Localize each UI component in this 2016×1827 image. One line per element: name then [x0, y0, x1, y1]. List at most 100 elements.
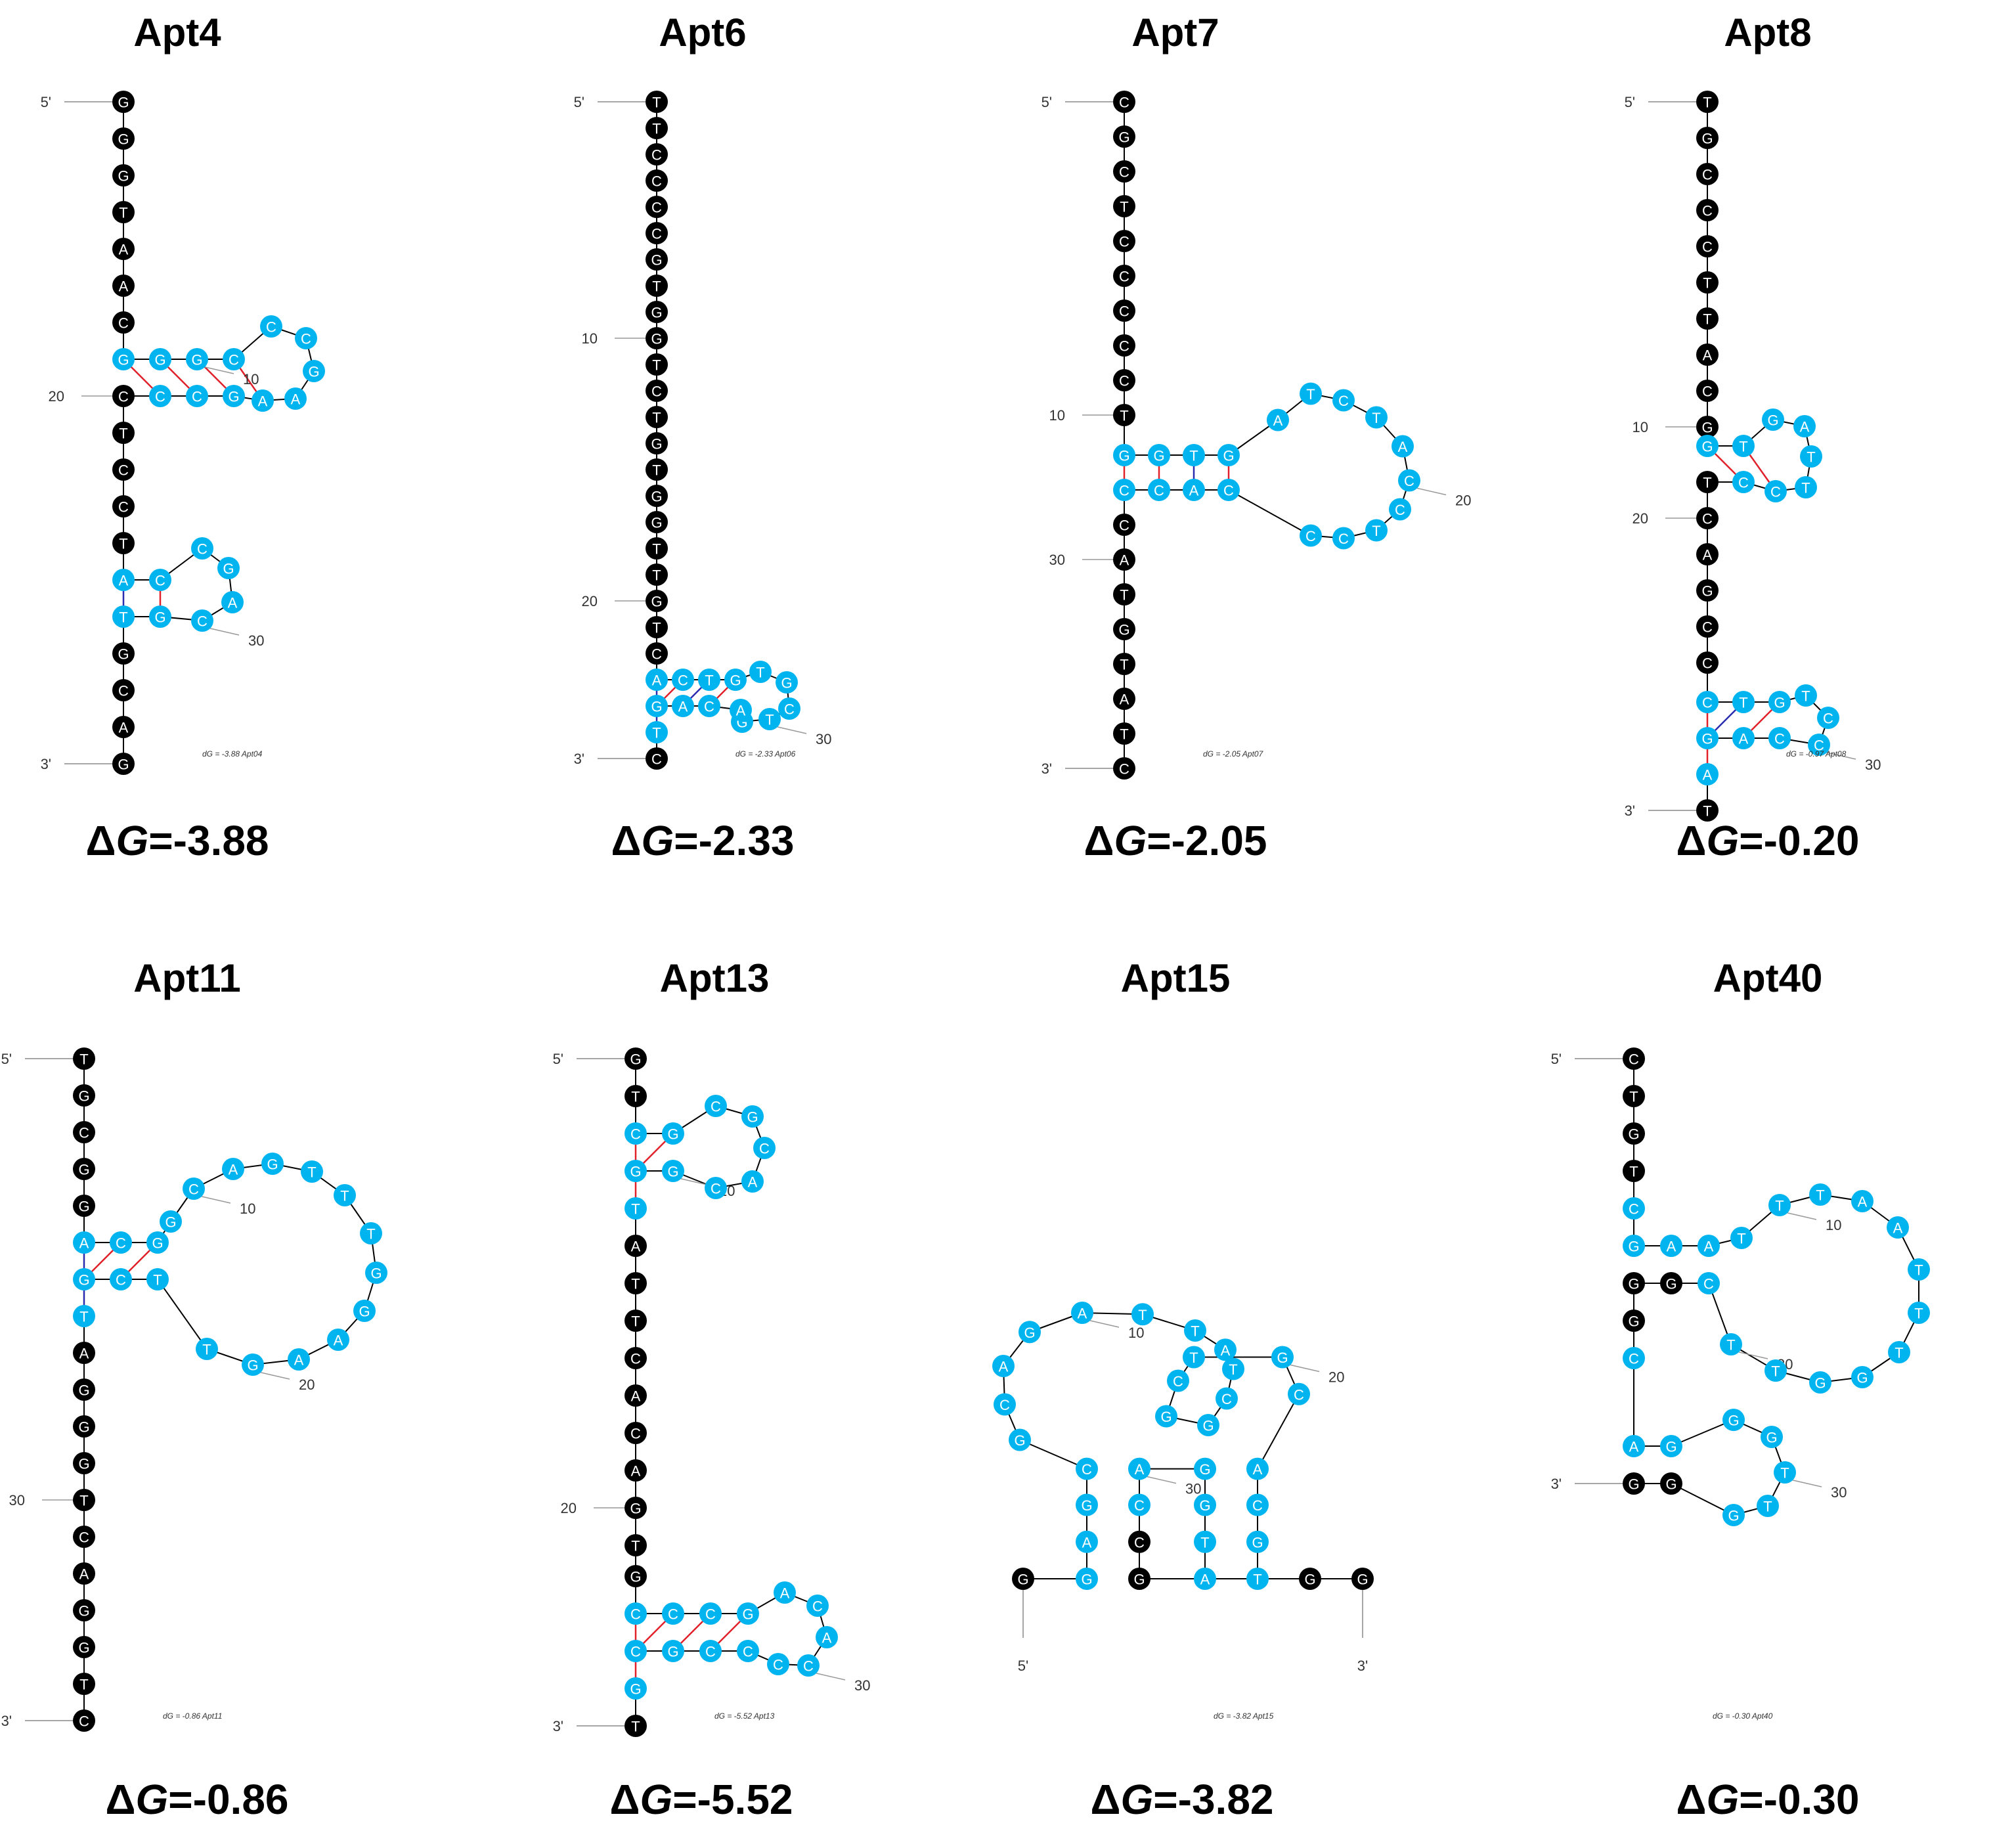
- nucleotide-circle: [625, 1677, 647, 1700]
- nucleotide-4: C: [1696, 199, 1719, 221]
- nucleotide-10: A: [1071, 1302, 1093, 1324]
- nucleotide-letter: T: [631, 1201, 640, 1218]
- nucleotide-circle: [1332, 527, 1355, 550]
- nucleotide-circle: [73, 1305, 95, 1327]
- nucleotide-6: G: [741, 1105, 764, 1128]
- nucleotide-circle: [73, 1489, 95, 1511]
- nucleotide-circle: [646, 642, 668, 665]
- nucleotide-4: C: [646, 169, 668, 192]
- nucleotide-circle: [1113, 404, 1135, 426]
- nucleotide-circle: [1623, 1272, 1645, 1294]
- structure-caption: dG = -2.33 Apt06: [735, 749, 796, 759]
- nucleotide-circle: [1722, 1409, 1745, 1431]
- nucleotide-letter: A: [1667, 1239, 1676, 1255]
- nucleotide-circle: [112, 569, 135, 591]
- nucleotide-letter: G: [651, 436, 662, 452]
- nucleotide-8: A: [741, 1170, 764, 1193]
- nucleotide-circle: [1246, 1530, 1269, 1553]
- nucleotide-letter: G: [1701, 420, 1713, 436]
- nucleotide-letter: G: [228, 389, 239, 405]
- nucleotide-11: G: [625, 1160, 647, 1182]
- nucleotide-letter: G: [730, 672, 741, 689]
- nucleotide-circle: [146, 1231, 169, 1254]
- nucleotide-letter: C: [668, 1606, 678, 1623]
- nucleotide-circle: [672, 669, 694, 691]
- nucleotide-circle: [646, 353, 668, 376]
- nucleotide-circle: [360, 1222, 382, 1244]
- nucleotide-28: G: [73, 1415, 95, 1438]
- nucleotide-16: T: [1795, 476, 1817, 498]
- nucleotide-letter: T: [1914, 1306, 1923, 1322]
- nucleotide-2: G: [73, 1084, 95, 1107]
- position-number-30: 30: [9, 1492, 73, 1508]
- nucleotide-letter: G: [651, 305, 662, 321]
- nucleotide-circle: [625, 1122, 647, 1145]
- nucleotide-1: G: [1012, 1568, 1034, 1590]
- nucleotide-letter: C: [1119, 164, 1129, 181]
- nucleotide-letter: G: [78, 1640, 89, 1656]
- nucleotide-letter: C: [705, 1644, 716, 1660]
- nucleotide-letter: G: [1767, 412, 1778, 429]
- nucleotide-16: G: [646, 485, 668, 507]
- nucleotide-letter: T: [202, 1342, 211, 1358]
- nucleotide-circle: [112, 679, 135, 701]
- nucleotide-circle: [160, 1210, 182, 1233]
- position-number-text: 20: [1328, 1369, 1344, 1386]
- nucleotide-circle: [1183, 444, 1205, 466]
- nucleotide-letter: G: [1701, 439, 1713, 455]
- nucleotide-28: C: [1113, 479, 1135, 501]
- nucleotide-20: C: [1696, 507, 1719, 529]
- base-pair-bonds: [1123, 455, 1230, 490]
- position-number-30: 30: [1147, 1476, 1201, 1497]
- three-prime-label: 3': [574, 751, 584, 767]
- nucleotide-36: G: [112, 753, 135, 775]
- nucleotide-letter: G: [1202, 1418, 1214, 1434]
- position-number-10: 10: [204, 366, 259, 387]
- nucleotide-letter: G: [1277, 1350, 1288, 1366]
- nucleotide-letter: C: [229, 352, 239, 368]
- nucleotide-20: G: [625, 1497, 647, 1519]
- nucleotide-circle: [146, 1268, 169, 1290]
- nucleotide-9: G: [149, 348, 171, 370]
- panel-title: Apt15: [1121, 956, 1231, 1000]
- five-prime-label: 5': [1041, 94, 1052, 110]
- nucleotide-letter: C: [1814, 737, 1824, 754]
- nucleotide-circle: [646, 511, 668, 533]
- nucleotide-circle: [1732, 435, 1755, 457]
- position-number-text: 30: [854, 1677, 870, 1694]
- nucleotide-32: G: [1113, 618, 1135, 640]
- nucleotide-36: C: [1113, 757, 1135, 780]
- nucleotide-circle: [1246, 1457, 1269, 1480]
- nucleotide-letter: T: [1801, 688, 1810, 705]
- nucleotide-letter: T: [79, 1051, 88, 1068]
- nucleotide-letter: C: [188, 1181, 199, 1198]
- nucleotide-29: C: [1113, 514, 1135, 536]
- nucleotide-34: A: [672, 695, 694, 717]
- nucleotide-circle: [646, 747, 668, 770]
- nucleotide-20: G: [242, 1354, 264, 1376]
- nucleotide-11: C: [223, 348, 245, 370]
- nucleotide-letter: C: [651, 646, 662, 663]
- nucleotide-circle: [776, 671, 798, 693]
- nucleotide-circle: [112, 348, 135, 370]
- nucleotide-circle: [1696, 799, 1719, 822]
- nucleotide-letter: C: [1702, 511, 1713, 527]
- nucleotide-letter: T: [1914, 1262, 1923, 1279]
- position-number-20: 20: [1290, 1364, 1344, 1386]
- nucleotide-circle: [112, 458, 135, 481]
- nucleotide-36: G: [625, 1677, 647, 1700]
- structure-caption: dG = -5.52 Apt13: [714, 1711, 775, 1721]
- nucleotide-letter: G: [1081, 1497, 1092, 1514]
- nucleotide-5: C: [1113, 230, 1135, 252]
- nucleotide-circle: [191, 537, 213, 560]
- nucleotide-letter: G: [118, 646, 129, 663]
- nucleotide-26: A: [1194, 1568, 1216, 1590]
- nucleotide-18: C: [1732, 471, 1755, 493]
- position-number-leader: [816, 1673, 846, 1681]
- nucleotide-11: A: [222, 1158, 244, 1180]
- nucleotide-circle: [646, 301, 668, 323]
- nucleotide-circle: [301, 1160, 323, 1183]
- nucleotide-circle: [1698, 1235, 1720, 1257]
- position-number-30: 30: [777, 726, 831, 747]
